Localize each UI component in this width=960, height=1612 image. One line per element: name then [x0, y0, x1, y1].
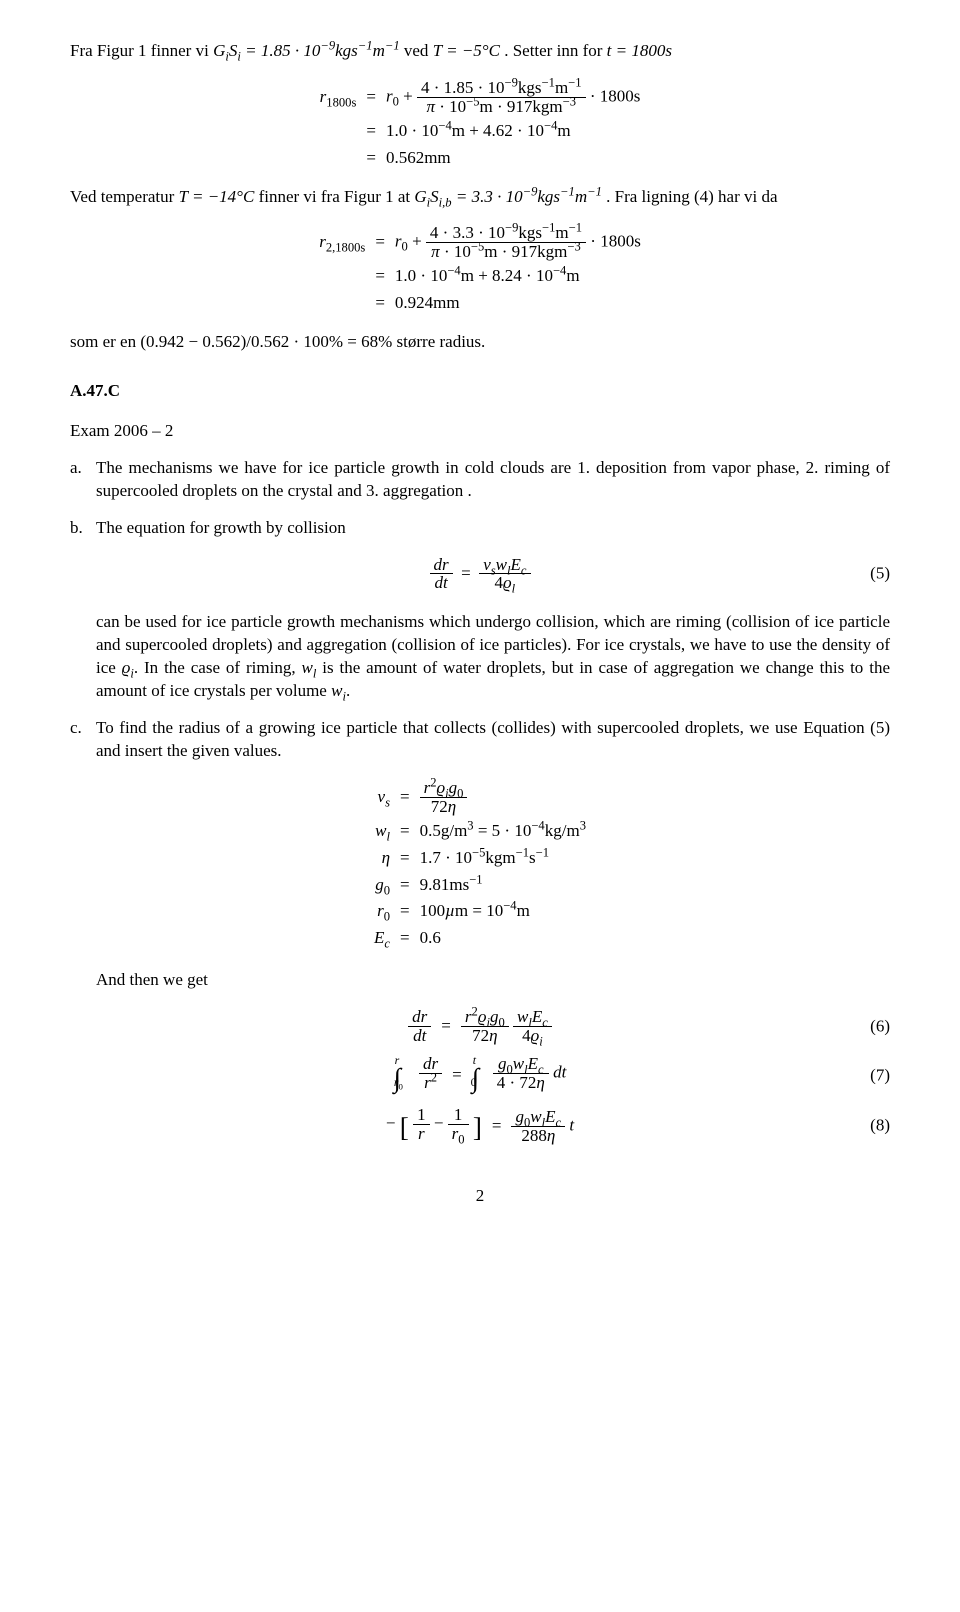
math-inline: GiSi = 1.85 · 10−9kgs−1m−1 — [213, 41, 400, 60]
equation-r1800: r1800s = r0 + 4 · 1.85 · 10−9kgs−1m−1 π … — [70, 77, 890, 172]
text-run: Fra Figur 1 finner vi — [70, 41, 213, 60]
paragraph-3: som er en (0.942 − 0.562)/0.562 · 100% =… — [70, 331, 890, 354]
paragraph-1: Fra Figur 1 finner vi GiSi = 1.85 · 10−9… — [70, 40, 890, 63]
ec-value: 0.6 — [416, 925, 590, 952]
equation-number: (6) — [870, 1015, 890, 1038]
math-inline: T = −5°C — [433, 41, 500, 60]
section-subheading: Exam 2006 – 2 — [70, 420, 890, 443]
math-inline: T = −14°C — [179, 187, 255, 206]
given-values: vs= r2ϱig072η wl= 0.5g/m3 = 5 · 10−4kg/m… — [70, 777, 890, 952]
list-item-b: b. The equation for growth by collision — [70, 517, 890, 540]
then-we-get: And then we get — [96, 969, 890, 992]
text-run: . Fra ligning (4) har vi da — [606, 187, 777, 206]
item-text: The equation for growth by collision — [96, 517, 890, 540]
equation-5: drdt = vswlEc4ϱl (5) — [70, 554, 890, 595]
item-label: b. — [70, 517, 96, 540]
equation-r2-1800: r2,1800s = r0 + 4 · 3.3 · 10−9kgs−1m−1 π… — [70, 222, 890, 317]
page-number: 2 — [70, 1185, 890, 1208]
item-label: c. — [70, 717, 96, 763]
equation-6: drdt = r2ϱig072η wlEc4ϱi (6) — [70, 1006, 890, 1047]
text-run: finner vi fra Figur 1 at — [259, 187, 415, 206]
equation-8: − [ 1r − 1r0 ] = g0wlEc288η t (8) — [70, 1104, 890, 1148]
result-value: 0.924mm — [391, 290, 645, 317]
text-run: . Setter inn for — [504, 41, 606, 60]
equation-number: (7) — [870, 1064, 890, 1087]
paragraph-2: Ved temperatur T = −14°C finner vi fra F… — [70, 186, 890, 209]
equation-number: (8) — [870, 1115, 890, 1138]
text-run: Ved temperatur — [70, 187, 179, 206]
list-item-a: a. The mechanisms we have for ice partic… — [70, 457, 890, 503]
equation-number: (5) — [870, 563, 890, 586]
result-value: 0.562mm — [382, 145, 644, 172]
math-inline: GiSi,b = 3.3 · 10−9kgs−1m−1 — [414, 187, 602, 206]
equation-7: ∫rr0 drr2 = ∫t0 g0wlEc4 · 72η dt (7) — [70, 1053, 890, 1098]
math-inline: t = 1800s — [607, 41, 672, 60]
item-text: The mechanisms we have for ice particle … — [96, 457, 890, 503]
item-text: To find the radius of a growing ice part… — [96, 717, 890, 763]
item-label: a. — [70, 457, 96, 503]
item-b-continuation: can be used for ice particle growth mech… — [96, 611, 890, 703]
text-run: ved — [404, 41, 433, 60]
section-heading: A.47.C — [70, 380, 890, 403]
list-item-c: c. To find the radius of a growing ice p… — [70, 717, 890, 763]
